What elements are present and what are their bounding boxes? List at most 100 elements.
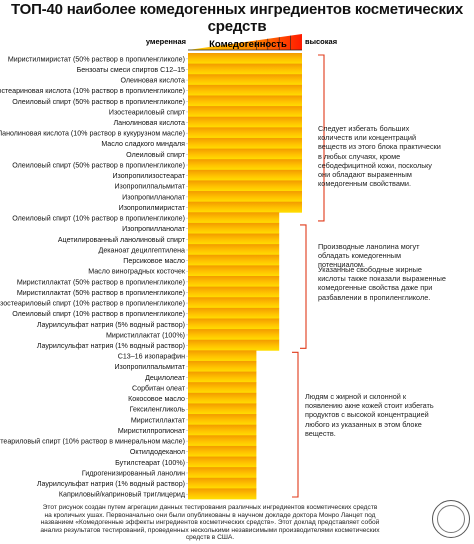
group-bracket [300, 224, 307, 349]
category-label: Изопропилпальмитат [114, 363, 185, 371]
bar [188, 318, 280, 330]
bar [188, 53, 302, 65]
category-label: Изостеариловый спирт (10% раствор в мине… [0, 438, 185, 446]
category-label: Изопропилмиристат [119, 204, 186, 212]
bar [188, 74, 302, 86]
category-label: Гидрогенизированный ланолин [82, 469, 185, 477]
category-label: Миристиллактат [131, 416, 186, 424]
bar [188, 297, 280, 309]
category-label: Олеиловый спирт [126, 151, 186, 159]
bar [188, 286, 280, 298]
bar [188, 424, 257, 436]
category-label: Олеиловый спирт (50% раствор в пропиленг… [12, 98, 185, 106]
category-labels: Миристилмиристат (50% раствор в пропилен… [0, 55, 188, 499]
scale-mid-label: Комедогенность [209, 39, 287, 50]
category-label: Олеиловый спирт (50% раствор в пропиленг… [12, 161, 185, 169]
bar [188, 371, 257, 383]
group-bracket [318, 54, 325, 222]
bar [188, 191, 302, 203]
bar [188, 339, 280, 351]
bar [188, 127, 302, 139]
bar [188, 307, 280, 319]
category-label: Децилолеат [145, 374, 186, 382]
bar [188, 116, 302, 128]
bar [188, 244, 280, 256]
category-label: Изопропилпальмитат [114, 183, 185, 191]
bar [188, 212, 280, 224]
scale-low-label: умеренная [146, 37, 186, 46]
category-label: Миристилпропионат [118, 427, 186, 435]
bar [188, 445, 257, 457]
bar [188, 201, 302, 213]
category-label: Каприловый/каприновый триглицерид [59, 491, 186, 499]
category-label: Бутилстеарат (100%) [115, 459, 185, 467]
category-label: Олеиновая кислота [120, 77, 185, 85]
category-label: Бензоаты смеси спиртов С12–15 [77, 66, 185, 74]
bar [188, 222, 280, 234]
category-label: С13–16 изопарафин [118, 353, 185, 361]
bar [188, 392, 257, 404]
category-label: Миристилмиристат (50% раствор в пропилен… [8, 55, 185, 63]
bar [188, 63, 302, 75]
category-label: Лаурилсульфат натрия (1% водный раствор) [37, 342, 185, 350]
category-label: Изостеариловый спирт [109, 108, 186, 116]
bar [188, 360, 257, 372]
bar [188, 276, 280, 288]
bar [188, 265, 280, 277]
note-block-3: Указанные свободные жирные кислоты также… [318, 265, 446, 302]
category-label: Миристиллактат (50% раствор в пропиленгл… [17, 278, 185, 286]
bar [188, 477, 257, 489]
bar [188, 329, 280, 341]
bar [188, 169, 302, 181]
category-label: Сорбитан олеат [132, 384, 186, 392]
category-label: Олеиловый спирт (10% раствор в пропиленг… [12, 310, 185, 318]
category-label: Изопропилланолат [122, 225, 186, 233]
bar [188, 488, 257, 500]
category-label: Лаурилсульфат натрия (5% водный раствор) [37, 321, 185, 329]
category-label: Олеиловый спирт (10% раствор в пропиленг… [12, 215, 185, 223]
comedogenicity-scale: умеренная Комедогенность высокая [146, 34, 337, 51]
category-label: Масло сладкого миндаля [101, 140, 185, 148]
group-bracket [292, 351, 299, 498]
bar [188, 106, 302, 118]
bar [188, 350, 257, 362]
page-title: ТОП-40 наиболее комедогенных ингредиенто… [11, 1, 463, 35]
bar [188, 180, 302, 192]
category-label: Ацетилированный ланолиновый спирт [58, 236, 186, 244]
category-label: Лаурилсульфат натрия (1% водный раствор) [37, 480, 185, 488]
bar [188, 456, 257, 468]
bar [188, 95, 302, 107]
bar [188, 414, 257, 426]
bars [188, 53, 302, 500]
category-label: Персиковое масло [123, 257, 185, 265]
category-label: Ланолиновая кислота (10% раствор в кукур… [0, 130, 185, 138]
bar [188, 148, 302, 160]
bar [188, 254, 280, 266]
category-label: Изостеариновая кислота (10% раствор в пр… [0, 87, 185, 95]
category-label: Миристиллактат (100%) [106, 331, 185, 339]
bar [188, 467, 257, 479]
scale-high-label: высокая [305, 37, 337, 46]
bar [188, 382, 257, 394]
bar [188, 137, 302, 149]
category-label: Октилдодеканол [130, 448, 185, 456]
category-label: Гексиленгликоль [130, 406, 186, 414]
category-label: Изопропилизостеарат [112, 172, 185, 180]
seal-stamp [432, 500, 470, 538]
bar [188, 403, 257, 415]
category-label: Деканоат децилгептилена [99, 246, 186, 254]
category-label: Изостеариловый спирт (10% раствор в проп… [0, 300, 185, 308]
bar [188, 84, 302, 96]
bar [188, 233, 280, 245]
note-block-4: Людям с жирной и склонной к появлению ак… [305, 392, 434, 438]
note-block-2: Производные ланолина могут обладать коме… [318, 242, 420, 270]
scale-ticks [188, 35, 302, 51]
category-label: Масло виноградных косточек [88, 268, 186, 276]
category-label: Миристиллактат (50% раствор в пропиленгл… [17, 289, 185, 297]
category-label: Кокосовое масло [128, 395, 185, 403]
bar [188, 435, 257, 447]
scale-wedge [188, 34, 302, 50]
category-label: Изопропилланолат [122, 193, 186, 201]
footer-caption: Этот рисунок создан путем агрегации данн… [40, 504, 380, 542]
